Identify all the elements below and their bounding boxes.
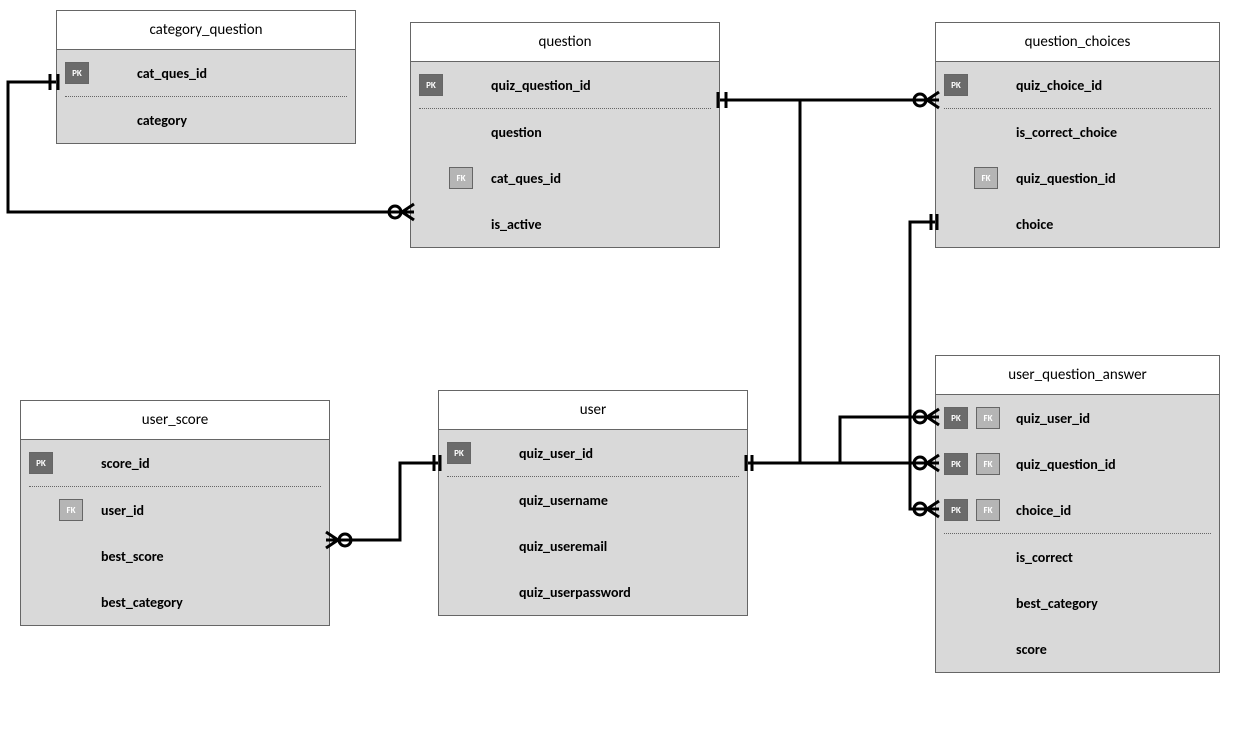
entity-body: PKFK quiz_user_id PKFK quiz_question_id … (936, 395, 1219, 672)
entity-title: user_score (21, 401, 329, 440)
attr-name: quiz_user_id (519, 445, 593, 462)
attr-name: category (137, 112, 187, 129)
attr-name: quiz_question_id (491, 77, 591, 94)
attr-name: best_category (1016, 595, 1098, 612)
entity-body: PK cat_ques_id category (57, 50, 355, 143)
pk-badge: PK (29, 452, 53, 474)
attr-row: quiz_useremail (439, 523, 747, 569)
fk-badge: FK (974, 167, 998, 189)
attr-name: quiz_question_id (1016, 456, 1116, 473)
attr-name: choice_id (1016, 502, 1071, 519)
attr-row: is_correct (936, 534, 1219, 580)
attr-name: quiz_userpassword (519, 584, 631, 601)
attr-row: PK quiz_user_id (439, 430, 747, 476)
entity-user-score: user_score PK score_id FK user_id best_s… (20, 400, 330, 626)
entity-title: user (439, 391, 747, 430)
entity-question-choices: question_choices PK quiz_choice_id is_co… (935, 22, 1220, 248)
entity-title: category_question (57, 11, 355, 50)
attr-row: best_category (936, 580, 1219, 626)
attr-row: PK FK quiz_question_id (936, 441, 1219, 487)
attr-name: quiz_choice_id (1016, 77, 1102, 94)
edge-question-uqa (720, 100, 935, 463)
pk-badge: PK (447, 442, 471, 464)
attr-row: category (57, 97, 355, 143)
attr-row: best_category (21, 579, 329, 625)
attr-name: quiz_user_id (1016, 410, 1090, 427)
entity-title: question (411, 23, 719, 62)
attr-row: quiz_username (439, 477, 747, 523)
attr-name: score (1016, 641, 1047, 658)
attr-name: user_id (101, 502, 144, 519)
attr-row: PK score_id (21, 440, 329, 486)
attr-row: PK quiz_question_id (411, 62, 719, 108)
entity-title: user_question_answer (936, 356, 1219, 395)
fk-badge: FK (449, 167, 473, 189)
attr-name: is_active (491, 216, 542, 233)
attr-name: quiz_useremail (519, 538, 607, 555)
pk-badge: PK (944, 499, 968, 521)
attr-name: best_score (101, 548, 164, 565)
pk-badge: PK (65, 62, 89, 84)
attr-row: PK FK quiz_user_id (936, 395, 1219, 441)
attr-name: quiz_username (519, 492, 608, 509)
attr-name: quiz_question_id (1016, 170, 1116, 187)
attr-row: choice (936, 201, 1219, 247)
attr-name: choice (1016, 216, 1053, 233)
attr-row: best_score (21, 533, 329, 579)
attr-name: best_category (101, 594, 183, 611)
entity-question: question PK quiz_question_id question FK… (410, 22, 720, 248)
entity-body: PK quiz_choice_id is_correct_choice FK q… (936, 62, 1219, 247)
entity-body: PK quiz_user_id quiz_username quiz_usere… (439, 430, 747, 615)
pk-badge: PK (944, 407, 968, 429)
pk-badge: PK (944, 74, 968, 96)
entity-user-question-answer: user_question_answer PK FK quiz_user_id P… (935, 355, 1220, 673)
attr-name: score_id (101, 455, 150, 472)
attr-row: PK FK choice_id (936, 487, 1219, 533)
fk-badge: FK (976, 499, 1000, 521)
entity-body: PK quiz_question_id question FK cat_ques… (411, 62, 719, 247)
attr-row: PK cat_ques_id (57, 50, 355, 96)
attr-row: is_active (411, 201, 719, 247)
attr-name: question (491, 124, 542, 141)
pk-badge: PK (944, 453, 968, 475)
entity-category-question: category_question PK cat_ques_id categor… (56, 10, 356, 144)
attr-row: FK quiz_question_id (936, 155, 1219, 201)
entity-body: PK score_id FK user_id best_score best_c… (21, 440, 329, 625)
fk-badge: FK (59, 499, 83, 521)
attr-name: is_correct_choice (1016, 124, 1117, 141)
attr-row: score (936, 626, 1219, 672)
attr-name: cat_ques_id (137, 65, 207, 82)
edge-choices-uqa (910, 222, 935, 509)
attr-name: cat_ques_id (491, 170, 561, 187)
entity-title: question_choices (936, 23, 1219, 62)
entity-user: user PK quiz_user_id quiz_username quiz_… (438, 390, 748, 616)
attr-row: PK quiz_choice_id (936, 62, 1219, 108)
edge-user-uqa (748, 417, 935, 463)
attr-row: quiz_userpassword (439, 569, 747, 615)
attr-name: is_correct (1016, 549, 1073, 566)
attr-row: question (411, 109, 719, 155)
attr-row: is_correct_choice (936, 109, 1219, 155)
attr-row: FK cat_ques_id (411, 155, 719, 201)
fk-badge: FK (976, 407, 1000, 429)
pk-badge: PK (419, 74, 443, 96)
edge-user-score (330, 463, 438, 540)
attr-row: FK user_id (21, 487, 329, 533)
fk-badge: FK (976, 453, 1000, 475)
